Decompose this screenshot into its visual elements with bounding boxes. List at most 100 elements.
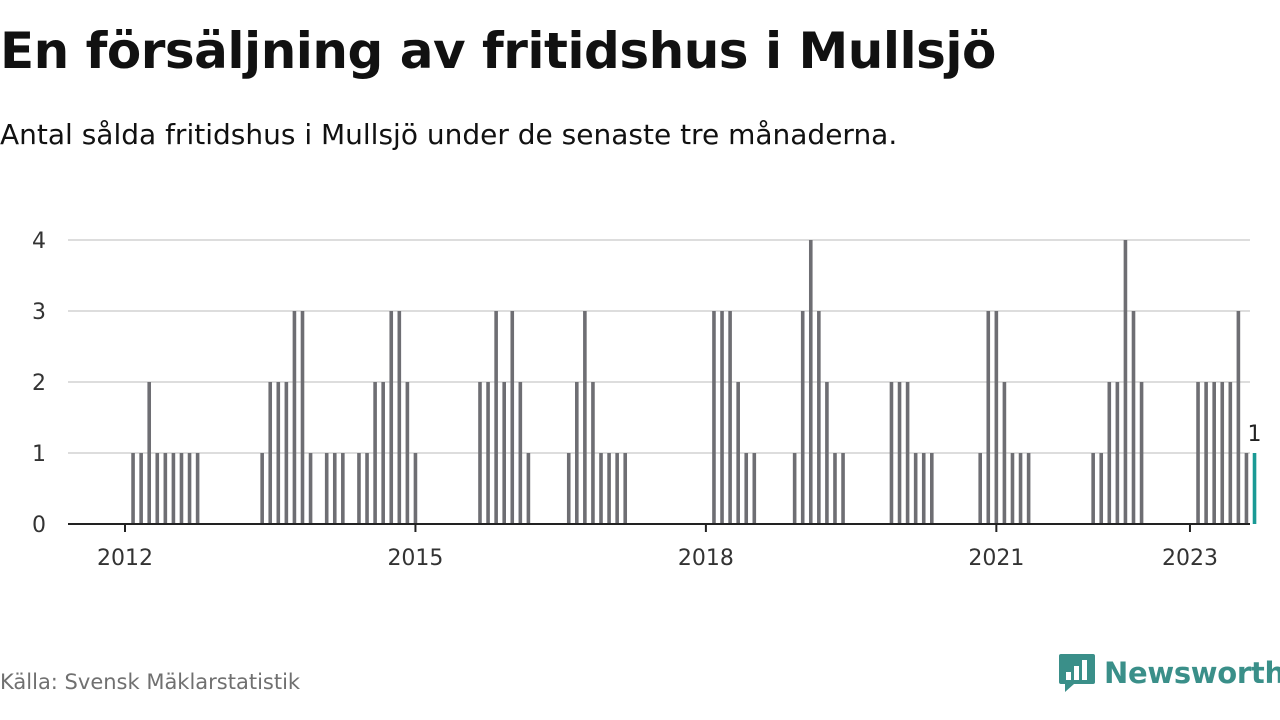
bar — [817, 311, 821, 524]
x-tick-label: 2018 — [678, 546, 734, 571]
y-axis-ticks: 0 1 2 3 4 — [32, 229, 46, 538]
bar — [930, 453, 934, 524]
bar — [994, 311, 999, 524]
bar — [1244, 453, 1249, 524]
bar — [1196, 382, 1200, 524]
bar — [736, 382, 740, 524]
bar — [1099, 453, 1104, 524]
bar — [1010, 453, 1015, 524]
bar — [332, 453, 337, 524]
bar — [365, 453, 369, 524]
bar — [607, 453, 611, 524]
bar — [615, 453, 619, 524]
y-tick-label: 0 — [32, 513, 46, 538]
bar — [800, 311, 805, 524]
bar — [187, 453, 192, 524]
bar-chart: 0 1 2 3 4 2012 2015 2018 2021 2023 1 — [32, 229, 1262, 571]
bar — [478, 382, 482, 524]
bar — [792, 453, 797, 524]
bar — [405, 382, 410, 524]
bar — [913, 453, 918, 524]
bar — [1220, 382, 1225, 524]
bar — [292, 311, 297, 524]
bar — [502, 382, 506, 524]
x-tick-label: 2015 — [387, 546, 443, 571]
bar — [195, 453, 200, 524]
bar — [1123, 240, 1128, 524]
bar — [494, 311, 498, 524]
bar — [599, 453, 603, 524]
bar — [833, 453, 837, 524]
y-tick-label: 2 — [32, 371, 46, 396]
bar — [373, 382, 377, 524]
bar — [308, 453, 313, 524]
data-labels: 1 — [1248, 422, 1262, 447]
bar — [1236, 311, 1241, 524]
bar — [1026, 453, 1031, 524]
bar — [1212, 382, 1216, 524]
bar — [324, 453, 329, 524]
bar — [341, 453, 345, 524]
bar — [1107, 382, 1112, 524]
grid-lines — [68, 239, 1250, 454]
x-tick-label: 2021 — [968, 546, 1024, 571]
bar — [1139, 382, 1144, 524]
bar — [389, 311, 394, 524]
bar — [1091, 453, 1095, 524]
bar — [1228, 382, 1233, 524]
bar — [284, 382, 289, 524]
bar — [510, 311, 515, 524]
bar-highlight — [1252, 453, 1257, 524]
bar — [163, 453, 168, 524]
bar — [905, 382, 910, 524]
bar — [978, 453, 983, 524]
bar — [139, 453, 143, 524]
bar — [712, 311, 716, 524]
bar — [131, 453, 135, 524]
bar — [147, 382, 152, 524]
bar — [897, 382, 902, 524]
bar — [1002, 382, 1007, 524]
bar — [155, 453, 160, 524]
newsworthy-logo-icon — [1059, 654, 1095, 692]
y-tick-label: 4 — [32, 229, 46, 254]
brand-name: Newsworthy — [1104, 656, 1280, 690]
data-label: 1 — [1248, 422, 1262, 447]
bar — [357, 453, 361, 524]
bar — [720, 311, 724, 524]
bar — [1115, 382, 1120, 524]
bar — [575, 382, 579, 524]
x-tick-label: 2023 — [1162, 546, 1218, 571]
bar — [171, 453, 176, 524]
bar — [381, 382, 385, 524]
bar — [744, 453, 749, 524]
bar — [841, 453, 845, 524]
bar — [1204, 382, 1208, 524]
bar — [986, 311, 991, 524]
bar — [1131, 311, 1136, 524]
bar — [526, 453, 531, 524]
bar — [260, 453, 264, 524]
y-tick-label: 3 — [32, 300, 46, 325]
chart-title: En försäljning av fritidshus i Mullsjö — [0, 22, 996, 80]
bar — [591, 382, 595, 524]
chart-subtitle: Antal sålda fritidshus i Mullsjö under d… — [0, 118, 898, 151]
bar — [825, 382, 829, 524]
newsworthy-logo: Newsworthy — [1058, 652, 1280, 694]
bar — [889, 382, 894, 524]
bar — [179, 453, 184, 524]
bar — [397, 311, 402, 524]
bar — [268, 382, 273, 524]
bar — [921, 453, 926, 524]
bar — [300, 311, 305, 524]
bar — [566, 453, 571, 524]
bar — [808, 240, 813, 524]
bar — [1018, 453, 1023, 524]
bar — [518, 382, 523, 524]
bar — [413, 453, 418, 524]
x-axis-ticks: 2012 2015 2018 2021 2023 — [97, 524, 1218, 571]
bar — [728, 311, 732, 524]
x-tick-label: 2012 — [97, 546, 153, 571]
bar — [623, 453, 628, 524]
bar — [583, 311, 587, 524]
